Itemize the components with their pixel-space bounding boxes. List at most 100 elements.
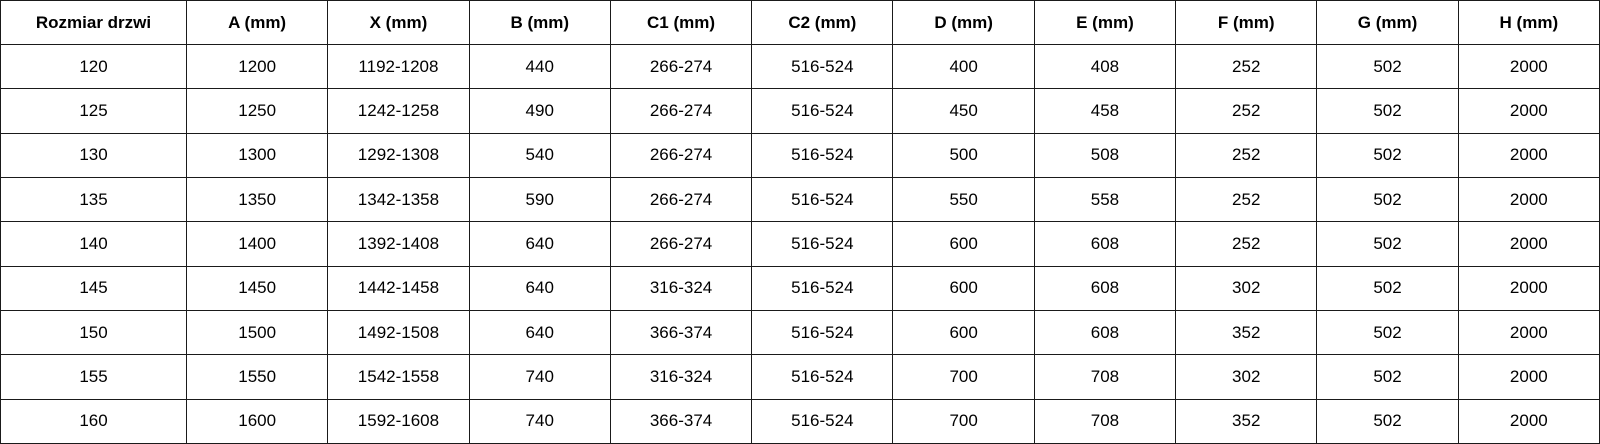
table-cell: 302: [1175, 354, 1318, 400]
table-cell: 700: [892, 398, 1035, 444]
table-cell: 120: [0, 43, 187, 90]
table-cell: 640: [468, 221, 611, 267]
table-cell: 130: [0, 132, 187, 178]
table-row: 125 1250 1242-1258 490 266-274 516-524 450 458 2…: [0, 88, 1600, 134]
table-cell: 2000: [1457, 176, 1600, 223]
table-cell: 2000: [1457, 43, 1600, 90]
table-cell: 608: [1033, 221, 1177, 267]
table-cell: 2000: [1457, 132, 1600, 178]
table-cell: 500: [892, 132, 1035, 178]
table-cell: 700: [892, 354, 1035, 400]
table-body: 120 1200 1192-1208 440 266-274 516-524 400 408 2…: [0, 43, 1600, 444]
table-cell: 266-274: [609, 221, 753, 267]
table-cell: 352: [1175, 398, 1318, 444]
column-header: H (mm): [1457, 0, 1600, 45]
table-cell: 316-324: [609, 354, 753, 400]
table-cell: 1300: [185, 132, 329, 178]
table-cell: 600: [892, 265, 1035, 311]
table-cell: 516-524: [751, 398, 894, 444]
table-cell: 1550: [185, 354, 329, 400]
table-cell: 458: [1033, 88, 1177, 134]
table-cell: 302: [1175, 265, 1318, 311]
table-cell: 1242-1258: [327, 88, 470, 134]
column-header: F (mm): [1175, 0, 1318, 45]
table-cell: 252: [1175, 221, 1318, 267]
table-cell: 145: [0, 265, 187, 311]
table-cell: 590: [468, 176, 611, 223]
header-row: Rozmiar drzwi A (mm) X (mm) B (mm) C1 (mm) C2…: [0, 0, 1600, 45]
column-header: E (mm): [1033, 0, 1177, 45]
table-cell: 1450: [185, 265, 329, 311]
table-cell: 502: [1316, 354, 1459, 400]
table-cell: 150: [0, 309, 187, 356]
table-cell: 502: [1316, 176, 1459, 223]
table-cell: 2000: [1457, 88, 1600, 134]
table-cell: 140: [0, 221, 187, 267]
table-row: 140 1400 1392-1408 640 266-274 516-524 600 608 2…: [0, 221, 1600, 267]
table-cell: 490: [468, 88, 611, 134]
table-cell: 316-324: [609, 265, 753, 311]
table-cell: 366-374: [609, 309, 753, 356]
table-cell: 408: [1033, 43, 1177, 90]
table-cell: 450: [892, 88, 1035, 134]
table-cell: 740: [468, 354, 611, 400]
table-cell: 1350: [185, 176, 329, 223]
table-cell: 516-524: [751, 43, 894, 90]
table-cell: 352: [1175, 309, 1318, 356]
table-cell: 708: [1033, 398, 1177, 444]
table-cell: 2000: [1457, 309, 1600, 356]
table-cell: 516-524: [751, 354, 894, 400]
table-cell: 1400: [185, 221, 329, 267]
table-cell: 1542-1558: [327, 354, 470, 400]
table-cell: 252: [1175, 43, 1318, 90]
column-header: B (mm): [468, 0, 611, 45]
table-cell: 1292-1308: [327, 132, 470, 178]
table-cell: 252: [1175, 88, 1318, 134]
table-cell: 516-524: [751, 132, 894, 178]
table-row: 130 1300 1292-1308 540 266-274 516-524 500 508 2…: [0, 132, 1600, 178]
table-cell: 502: [1316, 132, 1459, 178]
table-cell: 540: [468, 132, 611, 178]
table-cell: 516-524: [751, 176, 894, 223]
table-row: 120 1200 1192-1208 440 266-274 516-524 400 408 2…: [0, 43, 1600, 90]
table-cell: 155: [0, 354, 187, 400]
table-row: 155 1550 1542-1558 740 316-324 516-524 700 708 3…: [0, 354, 1600, 400]
table-cell: 502: [1316, 398, 1459, 444]
table-cell: 2000: [1457, 398, 1600, 444]
table-cell: 558: [1033, 176, 1177, 223]
table-cell: 266-274: [609, 43, 753, 90]
table-cell: 1600: [185, 398, 329, 444]
table-cell: 1200: [185, 43, 329, 90]
table-cell: 1492-1508: [327, 309, 470, 356]
table-cell: 516-524: [751, 265, 894, 311]
table-cell: 1342-1358: [327, 176, 470, 223]
table-cell: 516-524: [751, 221, 894, 267]
column-header: A (mm): [185, 0, 329, 45]
column-header: X (mm): [327, 0, 470, 45]
table-cell: 400: [892, 43, 1035, 90]
table-cell: 600: [892, 309, 1035, 356]
table-cell: 2000: [1457, 221, 1600, 267]
table-cell: 502: [1316, 88, 1459, 134]
table-cell: 502: [1316, 221, 1459, 267]
table-cell: 516-524: [751, 88, 894, 134]
table-cell: 1500: [185, 309, 329, 356]
table-cell: 640: [468, 309, 611, 356]
column-header: G (mm): [1316, 0, 1459, 45]
table-cell: 1192-1208: [327, 43, 470, 90]
table-row: 150 1500 1492-1508 640 366-374 516-524 600 608 3…: [0, 309, 1600, 356]
table-cell: 160: [0, 398, 187, 444]
table-cell: 252: [1175, 132, 1318, 178]
table-cell: 516-524: [751, 309, 894, 356]
table-row: 145 1450 1442-1458 640 316-324 516-524 600 608 3…: [0, 265, 1600, 311]
table-cell: 266-274: [609, 88, 753, 134]
table-cell: 740: [468, 398, 611, 444]
table-row: 135 1350 1342-1358 590 266-274 516-524 550 558 2…: [0, 176, 1600, 223]
table-cell: 135: [0, 176, 187, 223]
table-cell: 366-374: [609, 398, 753, 444]
table-cell: 125: [0, 88, 187, 134]
table-cell: 708: [1033, 354, 1177, 400]
table-cell: 640: [468, 265, 611, 311]
column-header: D (mm): [892, 0, 1035, 45]
